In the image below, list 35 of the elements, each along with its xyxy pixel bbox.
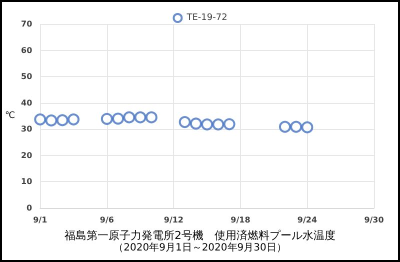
x-tick-label: 9/24	[297, 216, 318, 224]
y-tick-label: 20	[21, 150, 33, 160]
point	[123, 111, 136, 124]
point	[145, 111, 158, 124]
point	[290, 120, 302, 133]
point	[34, 113, 46, 126]
y-tick-label: 0	[26, 204, 33, 212]
y-tick-label: 50	[21, 72, 33, 82]
y-tick-label: 30	[21, 124, 33, 134]
y-tick-label: 70	[21, 20, 33, 28]
point	[278, 120, 291, 133]
text: 福島第一原子力発電所2号機 使用済燃料プール水温度	[64, 229, 336, 242]
y-axis-title: ℃	[5, 111, 16, 121]
x-tick-label: 9/30	[364, 216, 384, 224]
y-tick-label: 10	[21, 177, 33, 186]
point	[201, 118, 214, 130]
x-tick-label: 9/18	[230, 216, 251, 224]
point	[112, 112, 124, 125]
point	[223, 118, 236, 130]
point	[56, 114, 68, 126]
y-tick-label: 60	[21, 46, 33, 55]
point	[178, 116, 191, 128]
text: （2020年9月1日～2020年9月30日）	[114, 242, 286, 254]
point	[190, 118, 202, 130]
point	[45, 114, 58, 126]
x-tick-label: 9/6	[100, 216, 114, 224]
x-tick-label: 9/1	[33, 216, 48, 224]
point	[100, 112, 113, 125]
legend-label: TE-19-72	[186, 13, 228, 23]
y-tick-label: 40	[21, 98, 33, 108]
point	[301, 121, 314, 134]
point	[134, 111, 146, 124]
point	[68, 113, 80, 126]
point	[212, 118, 224, 130]
x-tick-label: 9/12	[164, 216, 184, 224]
